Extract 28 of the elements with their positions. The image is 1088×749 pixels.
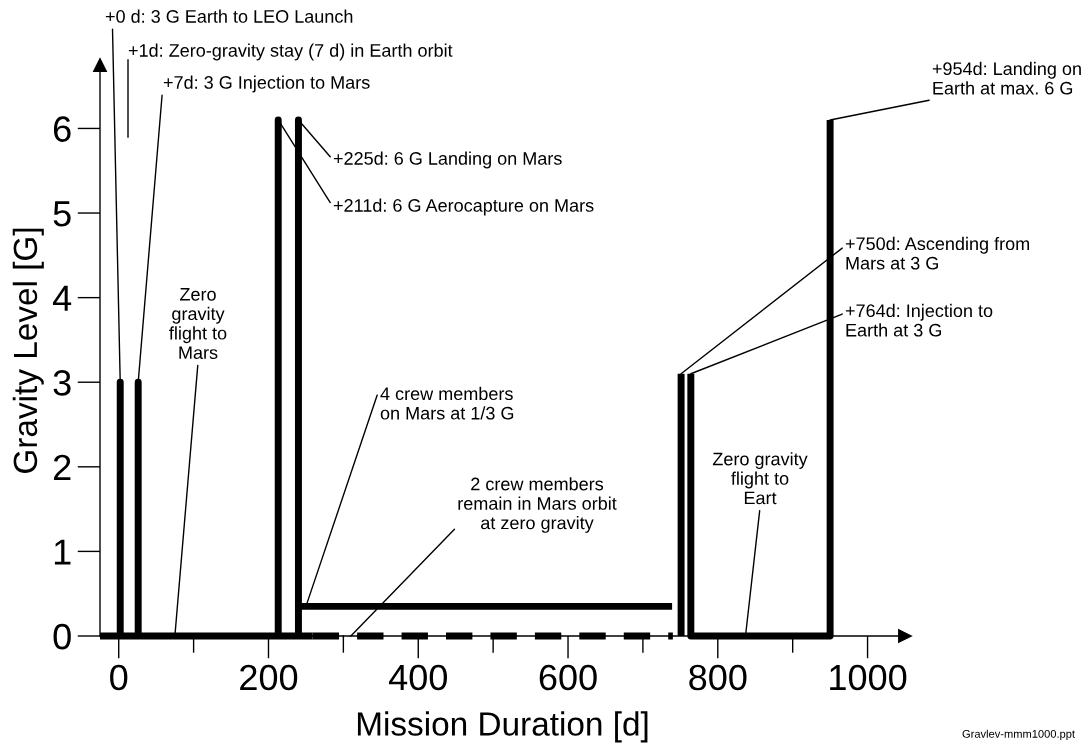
annotation: 2 crew members remain in Mars orbit at zero gravity (458, 477, 617, 533)
annotation: Zero gravity flight to Mars (169, 288, 227, 360)
x-tick-label: 400 (388, 664, 447, 691)
annotation: +225d: 6 G Landing on Mars (333, 151, 562, 169)
annotation: +0 d: 3 G Earth to LEO Launch (105, 9, 353, 23)
x-axis-title: Mission Duration [d] (357, 711, 648, 743)
x-tick-label: 600 (539, 664, 597, 691)
text: Gravlev-mmm1000.ppt (962, 729, 1075, 740)
annotation: +764d: Injection to Earth at 3 G (845, 303, 993, 337)
y-tick-label: 2 (53, 454, 71, 480)
x-tick-label: 200 (240, 664, 298, 691)
annotation: 4 crew members on Mars at 1/3 G (380, 386, 514, 420)
x-tick-label: 0 (110, 664, 128, 691)
text: +1d: Zero-gravity stay (7 d) in Earth orbit (128, 43, 453, 61)
y-tick-label: 4 (52, 285, 72, 311)
annotation: Zero gravity flight to Eart (712, 452, 808, 505)
annotation: +750d: Ascending from Mars at 3 G (845, 236, 1029, 270)
annotation: +211d: 6 G Aerocapture on Mars (333, 198, 594, 216)
y-tick-label: 5 (53, 201, 71, 227)
x-tick-label: 800 (689, 664, 747, 691)
y-axis-title: Gravity Level [G] (12, 228, 44, 473)
y-tick-label: 3 (53, 370, 71, 396)
y-tick-label: 0 (53, 623, 71, 650)
annotation: +7d: 3 G Injection to Mars (163, 75, 370, 93)
y-tick-label: 6 (53, 116, 71, 142)
annotation: +954d: Landing on Earth at max. 6 G (932, 61, 1081, 95)
x-tick-label: 1000 (830, 664, 907, 691)
y-tick-label: 1 (54, 539, 71, 565)
